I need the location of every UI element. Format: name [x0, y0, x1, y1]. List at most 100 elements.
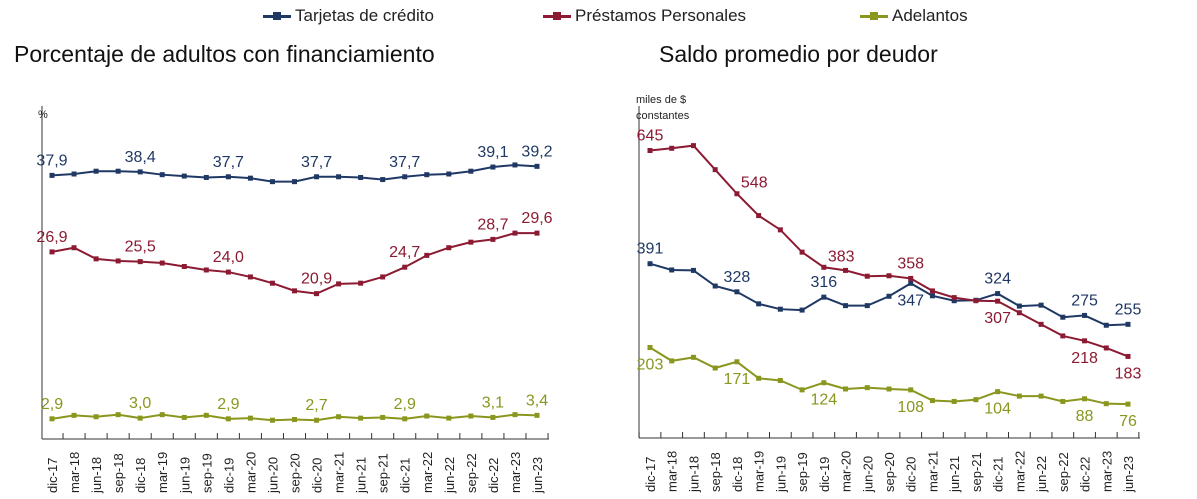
data-point: [908, 275, 914, 281]
data-label: 275: [1071, 292, 1098, 309]
data-label: 218: [1071, 350, 1098, 367]
data-label: 316: [810, 274, 837, 291]
data-point: [380, 177, 386, 183]
data-label: 203: [637, 357, 664, 374]
x-tick-label: mar-19: [155, 452, 170, 493]
data-point: [669, 358, 675, 364]
data-point: [973, 298, 979, 304]
data-point: [424, 172, 430, 178]
x-tick-label: jun-20: [860, 456, 875, 493]
x-tick-label: mar-20: [243, 452, 258, 493]
data-point: [137, 415, 143, 421]
data-point: [336, 174, 342, 180]
data-point: [647, 345, 653, 351]
data-point: [424, 252, 430, 258]
data-label: 383: [828, 248, 855, 265]
data-point: [490, 164, 496, 170]
data-label: 25,5: [125, 239, 156, 256]
data-label: 39,2: [521, 143, 552, 160]
x-tick-label: dic-20: [904, 457, 919, 492]
x-tick-label: jun-22: [1034, 456, 1049, 493]
data-point: [512, 230, 518, 236]
data-point: [843, 386, 849, 392]
data-point: [1082, 338, 1088, 344]
x-tick-label: mar-22: [1012, 451, 1027, 492]
data-point: [225, 269, 231, 275]
data-point: [358, 415, 364, 421]
data-point: [93, 256, 99, 262]
data-point: [534, 230, 540, 236]
x-tick-label: sep-22: [1056, 452, 1071, 492]
data-point: [1038, 321, 1044, 327]
data-point: [159, 260, 165, 266]
data-point: [512, 412, 518, 418]
data-point: [93, 168, 99, 174]
data-point: [886, 386, 892, 392]
data-point: [1125, 401, 1131, 407]
data-label: 28,7: [477, 216, 508, 233]
data-point: [203, 174, 209, 180]
data-point: [468, 168, 474, 174]
x-tick-label: jun-19: [773, 456, 788, 493]
legend-label: Tarjetas de crédito: [295, 6, 434, 25]
data-point: [512, 162, 518, 168]
data-label: 3,0: [129, 395, 151, 412]
data-label: 3,1: [482, 394, 504, 411]
x-tick-label: sep-19: [795, 452, 810, 492]
data-point: [402, 264, 408, 270]
data-point: [777, 306, 783, 312]
data-point: [534, 412, 540, 418]
data-point: [1103, 345, 1109, 351]
data-point: [137, 169, 143, 175]
data-label: 255: [1115, 301, 1142, 318]
data-label: 104: [984, 401, 1011, 418]
data-point: [402, 174, 408, 180]
data-point: [843, 267, 849, 273]
data-point: [490, 414, 496, 420]
data-label: 24,7: [389, 244, 420, 261]
x-tick-label: dic-21: [991, 457, 1006, 492]
x-tick-label: dic-20: [310, 458, 325, 493]
data-point: [247, 175, 253, 181]
data-point: [292, 179, 297, 185]
x-tick-label: dic-19: [817, 457, 832, 492]
x-tick-label: dic-22: [486, 458, 501, 493]
data-label: 307: [984, 310, 1011, 327]
data-point: [159, 172, 165, 178]
data-label: 358: [897, 255, 924, 272]
right-chart-title: Saldo promedio por deudor: [659, 41, 938, 67]
data-point: [49, 416, 55, 422]
x-tick-label: dic-18: [730, 457, 745, 492]
data-label: 124: [810, 392, 837, 409]
data-point: [690, 267, 696, 273]
legend: Tarjetas de crédito Préstamos Personales…: [0, 6, 1197, 30]
data-point: [1016, 393, 1022, 399]
data-label: 347: [897, 292, 924, 309]
y-axis-label: miles de $: [636, 94, 686, 106]
x-tick-label: sep-22: [464, 453, 479, 493]
data-label: 88: [1076, 408, 1094, 425]
data-point: [951, 398, 957, 404]
data-point: [314, 291, 320, 297]
data-point: [734, 191, 740, 197]
data-label: 328: [724, 269, 751, 286]
data-label: 391: [637, 241, 664, 258]
data-label: 324: [984, 271, 1011, 288]
x-tick-label: mar-21: [332, 452, 347, 493]
data-point: [777, 378, 783, 384]
data-point: [864, 303, 870, 309]
series-line: [649, 346, 1129, 406]
data-point: [292, 288, 297, 294]
data-point: [777, 227, 783, 233]
x-tick-label: dic-17: [643, 457, 658, 492]
data-label: 26,9: [36, 229, 67, 246]
data-point: [843, 303, 849, 309]
data-point: [468, 413, 474, 419]
x-tick-label: mar-22: [420, 452, 435, 493]
data-point: [995, 298, 1001, 304]
data-point: [49, 249, 55, 255]
data-point: [446, 171, 452, 177]
data-point: [49, 172, 55, 178]
